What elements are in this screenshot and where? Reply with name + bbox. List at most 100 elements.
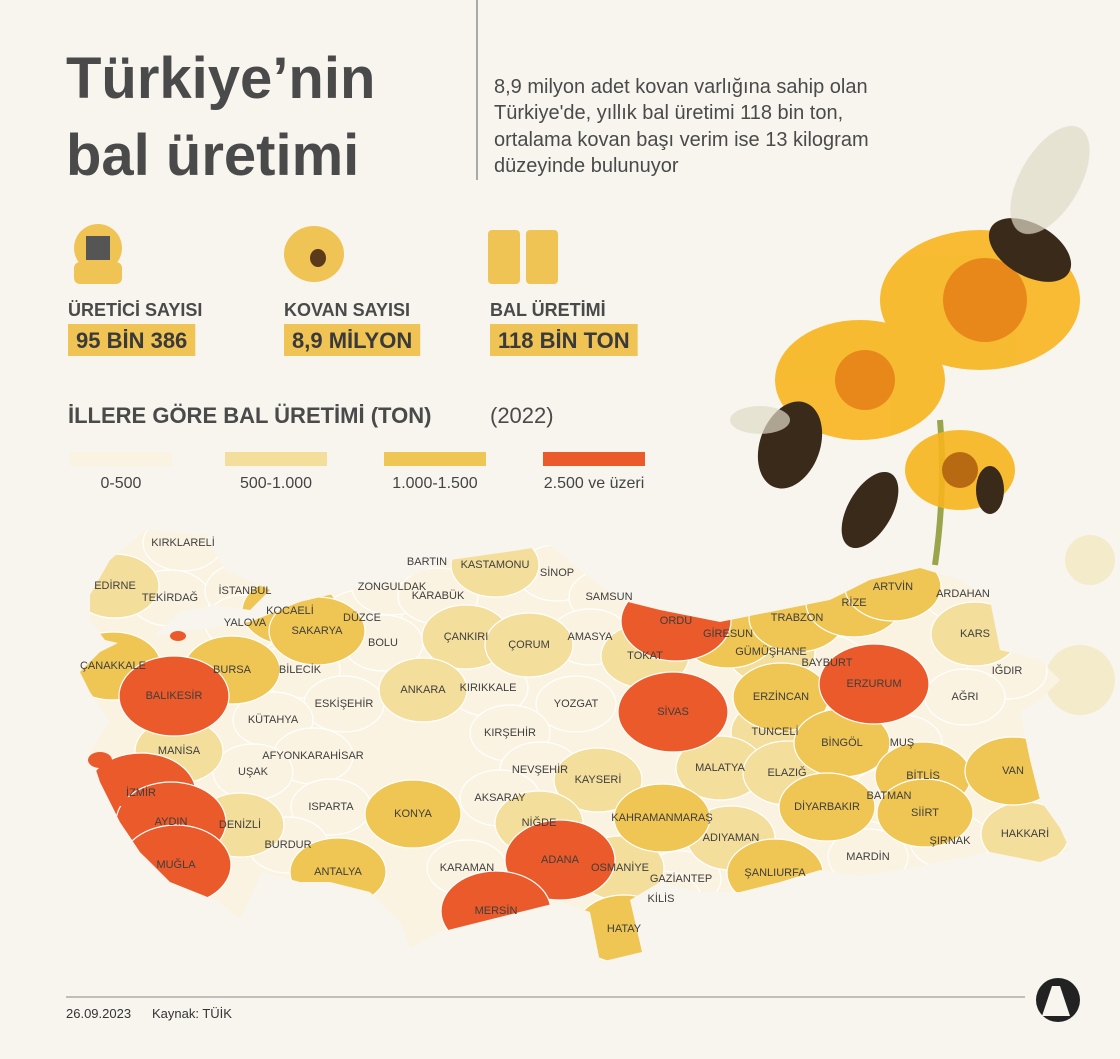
province-label: KİLİS — [648, 892, 675, 905]
province-label: ÇANKIRI — [444, 631, 489, 643]
province-label: MARDİN — [846, 850, 889, 863]
province-label: BATMAN — [866, 790, 911, 802]
province-label: YOZGAT — [554, 698, 599, 710]
province-label: TOKAT — [627, 650, 663, 662]
province-label: BAYBURT — [802, 657, 853, 669]
province-label: SAKARYA — [292, 625, 344, 637]
province-label: ADANA — [541, 854, 580, 866]
footer-date: 26.09.2023 — [66, 1006, 131, 1021]
province-label: AMASYA — [567, 631, 613, 643]
icon-jars — [488, 230, 558, 284]
province-label: IĞDIR — [992, 664, 1023, 677]
province-label: TRABZON — [771, 612, 824, 624]
province-label: GÜMÜŞHANE — [735, 646, 807, 658]
description-line: düzeyinde bulunuyor — [494, 155, 679, 177]
province-label: KARABÜK — [412, 590, 465, 602]
islands — [88, 631, 186, 806]
province-label: BİLECİK — [279, 663, 322, 676]
description-line: Türkiye'de, yıllık bal üretimi 118 bin t… — [494, 102, 843, 124]
province — [617, 671, 729, 753]
stat-value-bg — [68, 324, 196, 356]
stat-value: 95 BİN 386 — [76, 328, 187, 353]
province-label: GAZİANTEP — [650, 872, 712, 885]
province-label: AFYONKARAHİSAR — [262, 749, 364, 762]
province-label: MUŞ — [890, 737, 914, 749]
title-line: Türkiye’nin — [66, 46, 375, 111]
province-label: KARS — [960, 628, 990, 640]
province-label: BARTIN — [407, 556, 447, 568]
footer-source: Kaynak: TÜİK — [152, 1006, 232, 1021]
province-label: UŞAK — [238, 766, 269, 778]
province-label: MUĞLA — [156, 858, 196, 871]
province-label: KOCAELİ — [266, 604, 314, 617]
icon-producer — [74, 224, 122, 284]
province-label: ORDU — [660, 615, 692, 627]
legend: 0-500 500-1.000 1.000-1.500 2.500 ve üzeri — [70, 452, 645, 492]
province-label: EDİRNE — [94, 579, 136, 592]
province-label: KONYA — [394, 808, 432, 820]
province-label: İSTANBUL — [219, 584, 272, 597]
stat-label: KOVAN SAYISI — [284, 300, 410, 320]
province-label: ŞANLIURFA — [744, 867, 806, 879]
province-label: KÜTAHYA — [248, 714, 299, 726]
province-label: BİTLİS — [906, 769, 940, 782]
province-label: KAYSERİ — [575, 773, 622, 786]
province-label: HATAY — [607, 923, 642, 935]
description-line: ortalama kovan başı verim ise 13 kilogra… — [494, 129, 869, 151]
province-label: AKSARAY — [474, 792, 526, 804]
province-label: ZONGULDAK — [358, 581, 427, 593]
legend-label: 2.500 ve üzeri — [544, 475, 645, 492]
province-labels: KIRKLARELİEDİRNETEKİRDAĞİSTANBULYALOVAKO… — [80, 536, 1049, 935]
title-line: bal üretimi — [66, 123, 359, 188]
province-label: ADIYAMAN — [703, 832, 760, 844]
province-label: TEKİRDAĞ — [142, 591, 198, 604]
province-label: TUNCELİ — [751, 725, 798, 738]
province-label: OSMANİYE — [591, 861, 649, 874]
province-label: ERZURUM — [847, 678, 902, 690]
province — [818, 643, 930, 725]
province-label: ARDAHAN — [936, 588, 990, 600]
province-label: BOLU — [368, 637, 398, 649]
province-label: KARAMAN — [440, 862, 494, 874]
legend-swatch — [543, 452, 645, 466]
province-label: AĞRI — [952, 690, 979, 703]
legend-swatch — [70, 452, 172, 466]
province-label: KAHRAMANMARAŞ — [611, 812, 712, 824]
province-label: KASTAMONU — [461, 559, 530, 571]
province-label: NİĞDE — [522, 816, 557, 829]
legend-label: 500-1.000 — [240, 475, 312, 492]
province — [613, 783, 711, 853]
stat-label: BAL ÜRETİMİ — [490, 300, 606, 320]
province-label: ANKARA — [400, 684, 446, 696]
province-label: BURSA — [213, 664, 252, 676]
decoration — [730, 125, 1115, 715]
province-label: SİNOP — [540, 566, 574, 579]
stat-value-bg — [490, 324, 638, 356]
province — [553, 747, 643, 813]
map — [80, 530, 1070, 962]
province-label: SİİRT — [911, 806, 939, 819]
province — [484, 612, 574, 678]
province-label: ÇORUM — [508, 639, 550, 651]
province-label: AYDIN — [155, 816, 188, 828]
stat-value-bg — [284, 324, 421, 356]
province-label: ANTALYA — [314, 866, 362, 878]
icon-hive — [284, 226, 344, 282]
province-label: SİVAS — [657, 705, 689, 718]
province-label: ELAZIĞ — [767, 766, 806, 779]
province-label: İZMİR — [126, 786, 156, 799]
province-label: ARTVİN — [873, 580, 913, 593]
stat-label: ÜRETİCİ SAYISI — [68, 300, 202, 320]
province-label: KIRKLARELİ — [151, 536, 215, 549]
legend-label: 0-500 — [101, 475, 142, 492]
province-label: ISPARTA — [308, 801, 354, 813]
description: 8,9 milyon adet kovan varlığına sahip ol… — [494, 76, 869, 177]
province-label: YALOVA — [224, 617, 267, 629]
map-year: (2022) — [490, 403, 554, 428]
province-label: KIRIKKALE — [460, 682, 517, 694]
province-label: GİRESUN — [703, 627, 753, 640]
province-label: NEVŞEHİR — [512, 763, 568, 776]
province-label: MALATYA — [695, 762, 745, 774]
province-label: VAN — [1002, 765, 1024, 777]
